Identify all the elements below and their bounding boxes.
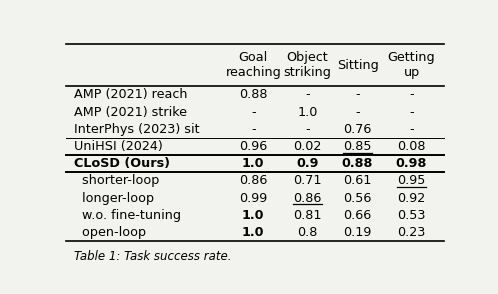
Text: 0.76: 0.76 <box>343 123 372 136</box>
Text: w.o. fine-tuning: w.o. fine-tuning <box>74 209 181 222</box>
Text: 0.53: 0.53 <box>397 209 426 222</box>
Text: -: - <box>251 123 255 136</box>
Text: 1.0: 1.0 <box>242 209 264 222</box>
Text: 0.98: 0.98 <box>396 157 427 170</box>
Text: Goal
reaching: Goal reaching <box>226 51 281 79</box>
Text: CLoSD (Ours): CLoSD (Ours) <box>74 157 170 170</box>
Text: -: - <box>355 88 360 101</box>
Text: 0.9: 0.9 <box>296 157 319 170</box>
Text: 1.0: 1.0 <box>242 226 264 239</box>
Text: 0.92: 0.92 <box>397 192 426 205</box>
Text: Table 1: Task success rate.: Table 1: Task success rate. <box>74 250 232 263</box>
Text: longer-loop: longer-loop <box>74 192 154 205</box>
Text: 1.0: 1.0 <box>297 106 318 118</box>
Text: 0.71: 0.71 <box>293 174 322 188</box>
Text: 0.81: 0.81 <box>293 209 322 222</box>
Text: 0.66: 0.66 <box>344 209 372 222</box>
Text: -: - <box>409 88 414 101</box>
Text: UniHSI (2024): UniHSI (2024) <box>74 140 162 153</box>
Text: 0.61: 0.61 <box>343 174 372 188</box>
Text: AMP (2021) reach: AMP (2021) reach <box>74 88 187 101</box>
Text: 0.08: 0.08 <box>397 140 426 153</box>
Text: Object
striking: Object striking <box>283 51 331 79</box>
Text: 0.88: 0.88 <box>342 157 373 170</box>
Text: Getting
up: Getting up <box>388 51 435 79</box>
Text: shorter-loop: shorter-loop <box>74 174 159 188</box>
Text: -: - <box>305 123 310 136</box>
Text: 1.0: 1.0 <box>242 157 264 170</box>
Text: Sitting: Sitting <box>337 59 378 72</box>
Text: 0.88: 0.88 <box>239 88 267 101</box>
Text: 0.56: 0.56 <box>343 192 372 205</box>
Text: 0.95: 0.95 <box>397 174 426 188</box>
Text: -: - <box>409 123 414 136</box>
Text: -: - <box>409 106 414 118</box>
Text: 0.23: 0.23 <box>397 226 426 239</box>
Text: open-loop: open-loop <box>74 226 146 239</box>
Text: -: - <box>355 106 360 118</box>
Text: 0.86: 0.86 <box>293 192 322 205</box>
Text: AMP (2021) strike: AMP (2021) strike <box>74 106 187 118</box>
Text: 0.85: 0.85 <box>343 140 372 153</box>
Text: 0.86: 0.86 <box>239 174 267 188</box>
Text: 0.19: 0.19 <box>343 226 372 239</box>
Text: 0.96: 0.96 <box>239 140 267 153</box>
Text: 0.02: 0.02 <box>293 140 322 153</box>
Text: -: - <box>251 106 255 118</box>
Text: 0.99: 0.99 <box>239 192 267 205</box>
Text: 0.8: 0.8 <box>297 226 318 239</box>
Text: -: - <box>305 88 310 101</box>
Text: InterPhys (2023) sit: InterPhys (2023) sit <box>74 123 200 136</box>
